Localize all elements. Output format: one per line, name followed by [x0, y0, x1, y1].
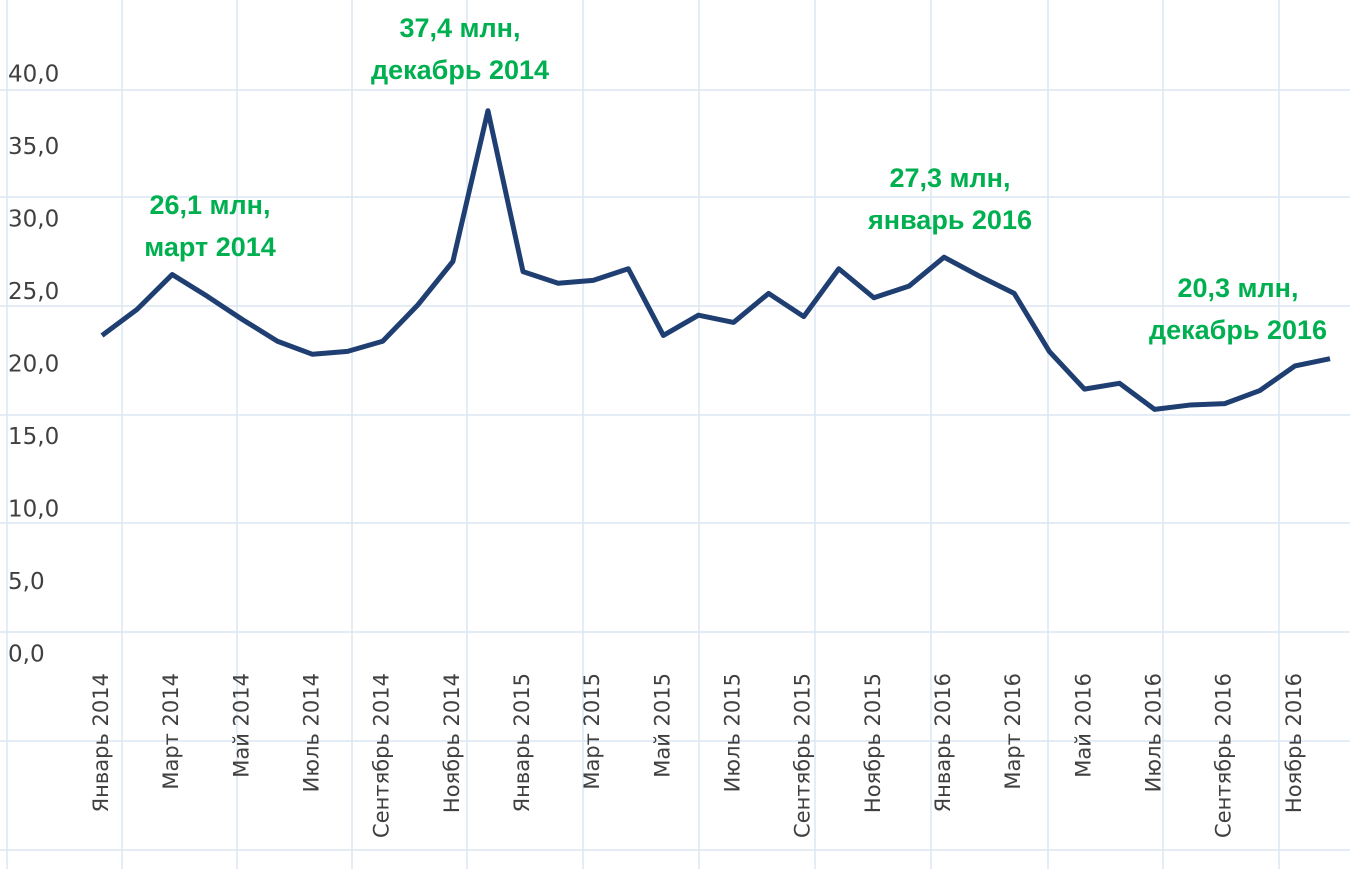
y-tick-label: 20,0 — [8, 352, 59, 378]
annotation: декабрь 2014 — [371, 55, 549, 85]
x-tick-label: Май 2014 — [229, 673, 253, 778]
x-tick-label: Январь 2016 — [931, 673, 955, 812]
x-tick-label: Май 2016 — [1071, 673, 1095, 778]
x-tick-label: Март 2015 — [580, 673, 604, 790]
y-tick-label: 30,0 — [8, 207, 59, 233]
x-tick-label: Сентябрь 2014 — [370, 673, 394, 838]
annotation: 20,3 млн, — [1178, 273, 1299, 303]
x-tick-label: Январь 2014 — [89, 673, 113, 812]
x-tick-label: Июль 2016 — [1142, 673, 1166, 792]
annotation: декабрь 2016 — [1149, 315, 1327, 345]
annotation: март 2014 — [144, 232, 276, 262]
x-tick-label: Июль 2014 — [300, 673, 324, 792]
annotation: январь 2016 — [867, 205, 1032, 235]
x-tick-label: Март 2014 — [159, 673, 183, 790]
x-tick-label: Июль 2015 — [721, 673, 745, 792]
y-tick-label: 0,0 — [8, 642, 45, 668]
y-tick-label: 35,0 — [8, 134, 59, 160]
x-tick-label: Ноябрь 2016 — [1282, 673, 1306, 813]
y-tick-label: 5,0 — [8, 569, 45, 595]
y-tick-label: 25,0 — [8, 279, 59, 305]
x-tick-label: Сентябрь 2015 — [791, 673, 815, 838]
x-tick-label: Ноябрь 2014 — [440, 673, 464, 813]
annotation: 26,1 млн, — [150, 190, 271, 220]
data-line — [100, 108, 1331, 412]
x-tick-label: Ноябрь 2015 — [861, 673, 885, 813]
annotation: 27,3 млн, — [890, 163, 1011, 193]
y-tick-label: 40,0 — [8, 62, 59, 88]
x-tick-label: Май 2015 — [650, 673, 674, 778]
x-tick-label: Сентябрь 2016 — [1212, 673, 1236, 838]
x-tick-label: Январь 2015 — [510, 673, 534, 812]
y-tick-label: 10,0 — [8, 497, 59, 523]
y-tick-label: 15,0 — [8, 424, 59, 450]
x-tick-label: Март 2016 — [1001, 673, 1025, 790]
annotation: 37,4 млн, — [400, 13, 521, 43]
